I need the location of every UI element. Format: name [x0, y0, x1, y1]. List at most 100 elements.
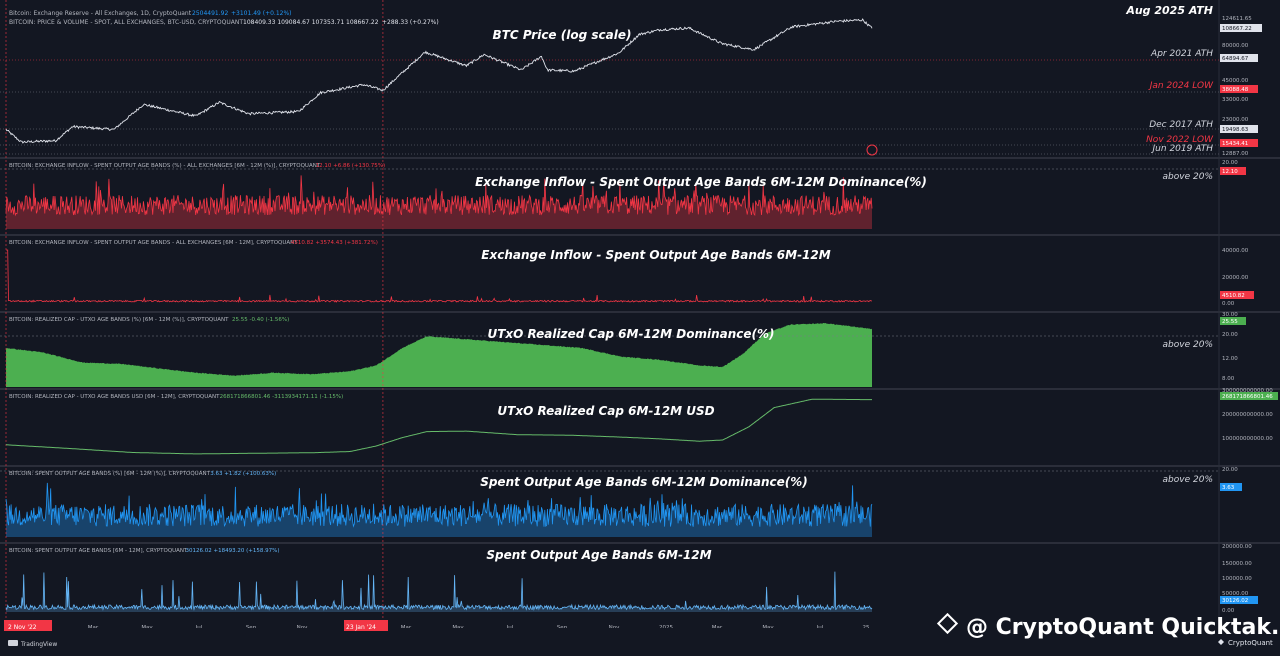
axis-tick-label: 23000.00: [1222, 117, 1249, 123]
range-mid-badge-bg: [344, 620, 388, 631]
level-annotation: Jun 2019 ATH: [1151, 144, 1214, 154]
threshold-note: above 20%: [1163, 172, 1213, 182]
panel-header-value: 4510.82 +3574.43 (+381.72%): [291, 240, 378, 246]
axis-tick-label: 124611.65: [1222, 16, 1252, 22]
range-start-label: 2 Nov '22: [8, 624, 37, 631]
watermark: @ CryptoQuant Quicktak...: [936, 612, 1280, 640]
cryptoquant-logo-text: CryptoQuant: [1228, 639, 1273, 647]
spent-output-dominance-line: [5, 482, 873, 528]
axis-tick-label: 3.63: [1222, 485, 1235, 491]
panel-header-value: 30126.02 +18493.20 (+158.97%): [186, 548, 280, 554]
level-annotation: Jan 2024 LOW: [1148, 81, 1214, 91]
panel-header-label: BITCOIN: SPENT OUTPUT AGE BANDS [6M - 12…: [9, 548, 188, 554]
watermark-icon: [936, 612, 959, 635]
axis-tick-label: 100000.00: [1222, 576, 1252, 582]
axis-tick-label: 200000000000.00: [1222, 412, 1273, 418]
axis-tick-label: 25.55: [1222, 319, 1238, 325]
spent-output-line: [5, 571, 873, 611]
level-annotation: Apr 2021 ATH: [1150, 49, 1213, 59]
panel-title: Spent Output Age Bands 6M-12M Dominance(…: [480, 475, 808, 489]
spent-output-fill: [6, 571, 872, 612]
axis-label-badge: [1220, 392, 1278, 400]
axis-label-badge: [1220, 596, 1258, 604]
axis-tick-label: 8.00: [1222, 376, 1235, 382]
range-mid-label: 23 Jan '24: [346, 624, 376, 631]
axis-label-badge: [1220, 139, 1258, 147]
axis-tick-label: 20000.00: [1222, 275, 1249, 281]
panel-title: Exchange Inflow - Spent Output Age Bands…: [481, 248, 830, 262]
tradingview-logo: TradingView: [8, 640, 57, 648]
axis-label-badge: [1220, 85, 1258, 93]
axis-tick-label: 38088.48: [1222, 87, 1249, 93]
axis-tick-label: 20.00: [1222, 160, 1238, 166]
axis-tick-label: 100000000000.00: [1222, 436, 1273, 442]
axis-tick-label: 4510.82: [1222, 293, 1245, 299]
axis-tick-label: 50000.00: [1222, 591, 1249, 597]
inflow-line: [6, 249, 873, 303]
panel-title: UTxO Realized Cap 6M-12M Dominance(%): [487, 327, 774, 341]
axis-tick-label: 150000.00: [1222, 561, 1252, 567]
axis-tick-label: 108667.22: [1222, 26, 1252, 32]
axis-label-badge: [1220, 24, 1262, 32]
threshold-note: above 20%: [1163, 340, 1213, 350]
axis-tick-label: 19498.63: [1222, 127, 1249, 133]
header-reserve-change: +3101.49 (+0.12%): [231, 10, 292, 17]
header-reserve-name: Bitcoin: Exchange Reserve - All Exchange…: [9, 10, 192, 17]
axis-label-badge: [1220, 317, 1246, 325]
axis-tick-label: 30126.02: [1222, 598, 1248, 604]
axis-tick-label: 300000000000.00: [1222, 388, 1273, 394]
level-annotation: Dec 2017 ATH: [1149, 120, 1213, 130]
panel-header-label: BITCOIN: EXCHANGE INFLOW - SPENT OUTPUT …: [9, 163, 321, 169]
axis-tick-label: 20.00: [1222, 332, 1238, 338]
tradingview-logo-icon: [8, 640, 18, 646]
panel-header-value: 25.55 -0.40 (-1.56%): [232, 317, 289, 323]
axis-tick-label: 0.00: [1222, 301, 1235, 307]
axis-tick-label: 20.00: [1222, 467, 1238, 473]
panel-title: Exchange Inflow - Spent Output Age Bands…: [475, 175, 927, 189]
axis-tick-label: 40000.00: [1222, 248, 1249, 254]
btc-price-line: [5, 18, 873, 144]
axis-label-badge: [1220, 54, 1258, 62]
range-start-badge-bg: [4, 620, 52, 631]
cryptoquant-logo: CryptoQuant: [1218, 639, 1273, 647]
axis-label-badge: [1220, 291, 1254, 299]
series-layer: [5, 18, 878, 611]
axis-tick-label: 64894.67: [1222, 56, 1249, 62]
level-annotation: Aug 2025 ATH: [1125, 4, 1213, 17]
range-start-badge: 2 Nov '22: [4, 620, 52, 631]
axis-tick-label: 0.00: [1222, 608, 1235, 614]
header-price-ohlc: 108409.33 109084.67 107353.71 108667.22: [243, 19, 379, 26]
panel-title: Spent Output Age Bands 6M-12M: [486, 548, 711, 562]
axis-tick-label: 200000.00: [1222, 544, 1252, 550]
inflow-dominance-fill: [6, 175, 872, 229]
axis-tick-label: 12.10: [1222, 169, 1238, 175]
axis-tick-label: 12887.00: [1222, 151, 1249, 157]
header-reserve-value: 2504491.92: [192, 10, 228, 17]
level-annotation: Nov 2022 LOW: [1146, 135, 1214, 145]
axis-tick-label: 33000.00: [1222, 97, 1249, 103]
axis-tick-label: 12.00: [1222, 356, 1238, 362]
realized-cap-dominance-area: [6, 323, 872, 387]
footer-bar: [0, 628, 1280, 652]
watermark-text: @ CryptoQuant Quicktak...: [966, 615, 1280, 640]
header-price-name: BITCOIN: PRICE & VOLUME - SPOT, ALL EXCH…: [9, 19, 243, 26]
realized-cap-usd-line: [6, 398, 872, 455]
range-mid-badge: 23 Jan '24: [344, 620, 388, 631]
alert-circle-icon: [866, 144, 878, 156]
axis-label-badge: [1220, 167, 1246, 175]
panel-header-value: 268171866801.46 -3113934171.11 (-1.15%): [220, 394, 344, 400]
axis-tick-label: 268171866801.46: [1222, 394, 1273, 400]
axis-label-badge: [1220, 125, 1258, 133]
header-price-change: +288.33 (+0.27%): [382, 19, 439, 26]
axis-tick-label: 45000.00: [1222, 78, 1249, 84]
panel-title: BTC Price (log scale): [493, 28, 632, 42]
panel-header-label: BITCOIN: REALIZED CAP - UTXO AGE BANDS U…: [9, 394, 220, 400]
spent-output-dominance-fill: [6, 482, 872, 537]
axis-tick-label: 15434.41: [1222, 141, 1248, 147]
grid-layer: [0, 0, 1280, 620]
axis-label-badge: [1220, 483, 1242, 491]
fills-layer: [6, 175, 872, 612]
tradingview-logo-text: TradingView: [20, 641, 57, 648]
